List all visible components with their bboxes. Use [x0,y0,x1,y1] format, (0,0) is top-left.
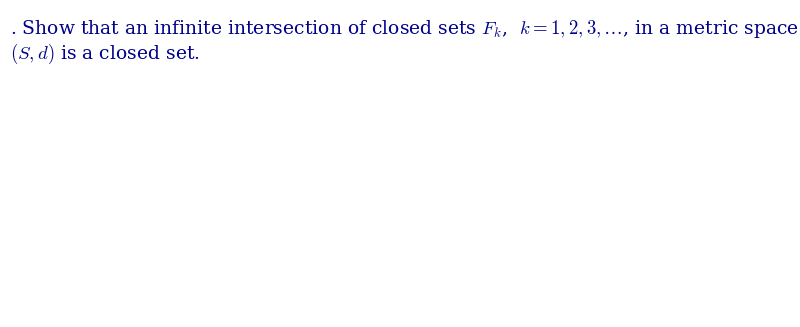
Text: $(S, d)$ is a closed set.: $(S, d)$ is a closed set. [10,42,200,66]
Text: . Show that an infinite intersection of closed sets $F_k$,  $k = 1, 2, 3, \ldots: . Show that an infinite intersection of … [10,18,799,40]
